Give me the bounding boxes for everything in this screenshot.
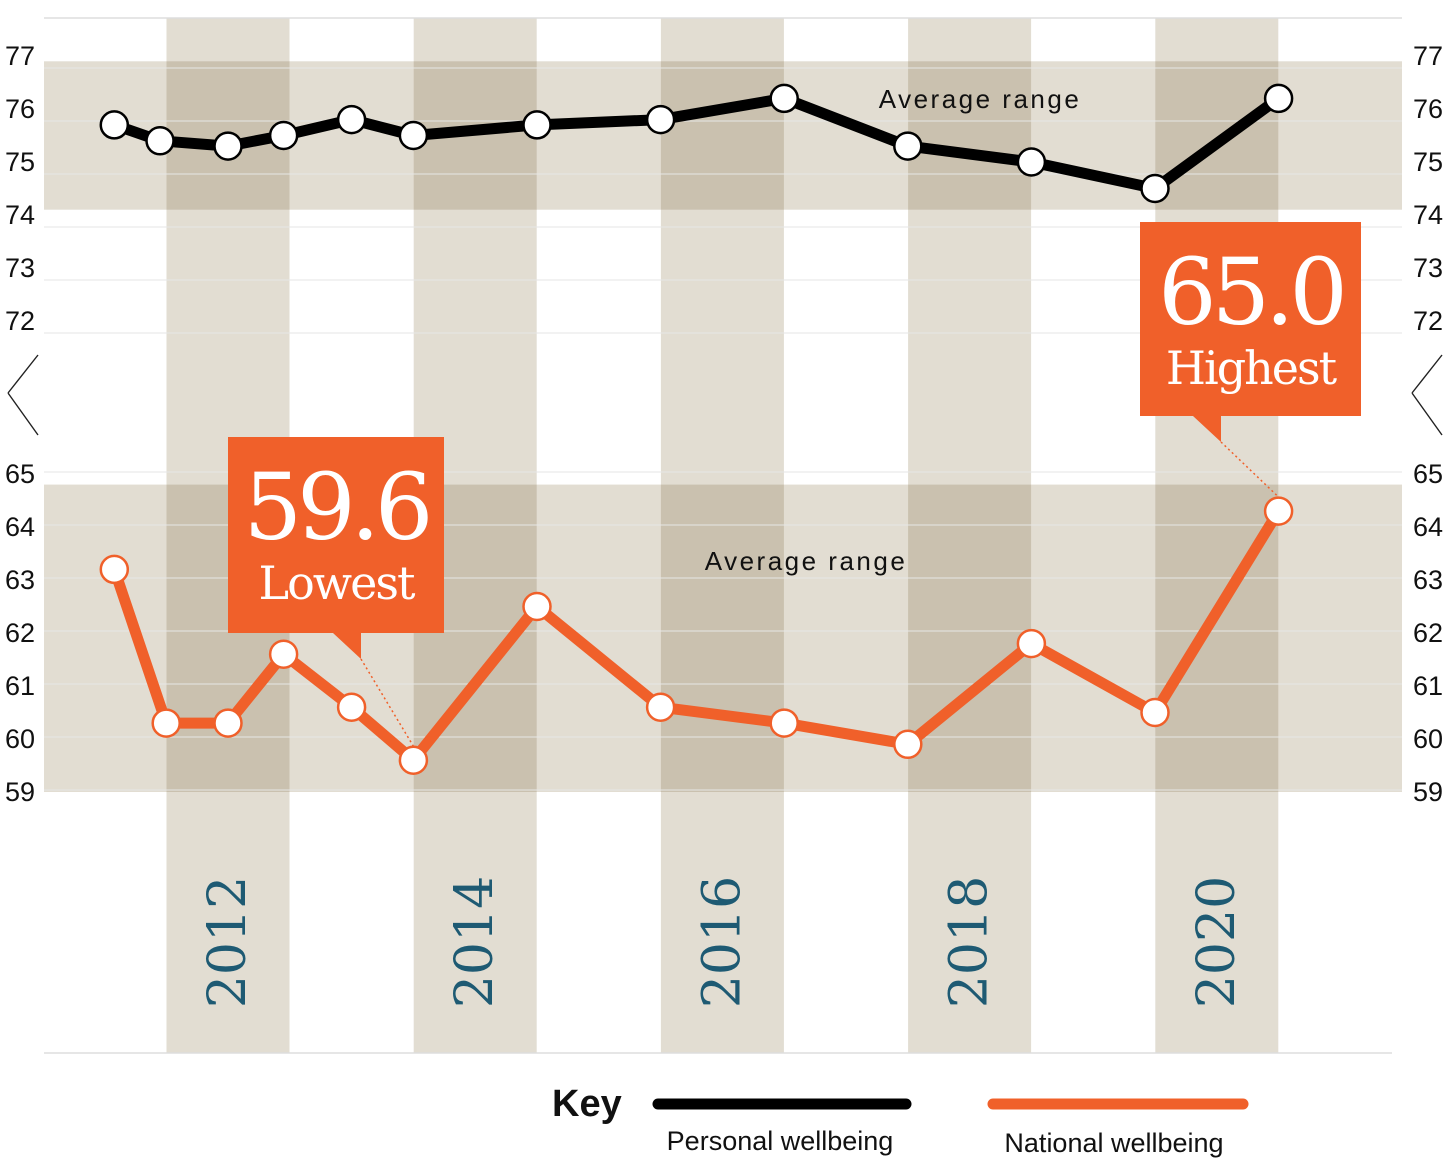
national-wellbeing-point — [99, 554, 130, 585]
national-wellbeing-point — [336, 692, 367, 722]
lowest-callout-leader — [360, 658, 415, 747]
personal-wellbeing-point — [645, 104, 676, 135]
y-tick-label-right: 62 — [1413, 618, 1443, 648]
personal-wellbeing-point — [99, 110, 130, 140]
axis-break-right — [1411, 354, 1443, 436]
x-tick-label: 2018 — [940, 876, 1000, 1008]
y-tick-label-right: 76 — [1413, 94, 1443, 124]
year-column-overlap-top-2018 — [908, 61, 1032, 210]
national-wellbeing-point — [213, 708, 243, 738]
y-axes: 2012 2014 2016 2018 2020 72 72 73 73 74 74 75 75 76 76… — [5, 41, 1443, 1008]
personal-wellbeing-point — [769, 83, 799, 114]
y-tick-label-right: 61 — [1413, 671, 1443, 701]
national-wellbeing-point — [268, 639, 299, 669]
y-tick-label-right: 65 — [1413, 459, 1443, 489]
average-range-label-top: Average range — [879, 84, 1082, 114]
y-tick-label-left: 73 — [5, 253, 35, 283]
national-wellbeing-point — [151, 708, 181, 738]
y-tick-label-right: 73 — [1413, 253, 1443, 283]
y-tick-label-right: 72 — [1413, 306, 1443, 336]
personal-wellbeing-point — [213, 131, 243, 161]
highest-callout-value: 65.0 — [1158, 239, 1343, 346]
legend-label-personal-wellbeing: Personal wellbeing — [667, 1126, 894, 1156]
lowest-callout-label: Lowest — [259, 556, 416, 610]
y-tick-label-left: 60 — [5, 724, 35, 754]
x-tick-label: 2012 — [198, 876, 258, 1008]
axis-break-left — [7, 354, 39, 436]
national-wellbeing-point — [1140, 697, 1170, 728]
y-tick-label-left: 72 — [5, 306, 35, 336]
y-tick-label-left: 75 — [5, 147, 35, 177]
personal-wellbeing-point — [268, 120, 299, 151]
personal-wellbeing-point — [398, 120, 429, 151]
highest-callout-pointer — [1193, 416, 1221, 442]
national-wellbeing-point — [398, 745, 429, 775]
y-tick-label-left: 65 — [5, 459, 35, 489]
x-tick-label: 2014 — [445, 876, 505, 1008]
national-wellbeing-point — [893, 729, 923, 760]
year-column-overlap-bottom-2020 — [1155, 484, 1279, 792]
y-tick-label-right: 75 — [1413, 147, 1443, 177]
y-tick-label-right: 59 — [1413, 777, 1443, 807]
highest-callout-box — [1140, 222, 1361, 416]
y-tick-label-right: 74 — [1413, 200, 1443, 230]
national-wellbeing-point — [769, 708, 799, 738]
y-tick-label-right: 60 — [1413, 724, 1443, 754]
personal-wellbeing-point — [1140, 173, 1170, 204]
x-tick-label: 2016 — [692, 876, 752, 1008]
y-tick-label-right: 64 — [1413, 512, 1443, 542]
year-column-overlap-bottom-2018 — [908, 484, 1032, 792]
year-column-overlap-top-2016 — [660, 61, 784, 210]
national-wellbeing-point — [645, 692, 676, 722]
y-tick-label-left: 61 — [5, 671, 35, 701]
y-tick-label-left: 74 — [5, 200, 35, 230]
highest-callout-leader — [1220, 441, 1280, 498]
legend-title: Key — [552, 1083, 622, 1125]
average-range-label-bottom: Average range — [705, 546, 908, 576]
national-wellbeing-point — [1016, 628, 1047, 659]
series-lines — [99, 83, 1294, 775]
national-wellbeing-point — [522, 591, 552, 622]
highest-callout-label: Highest — [1166, 341, 1338, 395]
y-tick-label-left: 63 — [5, 565, 35, 595]
y-tick-label-right: 63 — [1413, 565, 1443, 595]
lowest-callout-value: 59.6 — [244, 454, 429, 561]
lowest-callout-box — [228, 437, 444, 633]
personal-wellbeing-point — [1016, 147, 1047, 177]
personal-wellbeing-point — [522, 110, 552, 140]
year-bands — [44, 18, 1402, 1053]
legend: Key Personal wellbeing National wellbeing — [552, 1083, 1249, 1158]
y-tick-label-left: 64 — [5, 512, 35, 542]
national-wellbeing-point — [1263, 496, 1294, 526]
y-tick-label-right: 77 — [1413, 41, 1443, 71]
personal-wellbeing-point — [145, 126, 175, 156]
year-column-overlap-bottom-2016 — [660, 484, 784, 792]
personal-wellbeing-point — [1263, 83, 1294, 114]
y-tick-label-left: 62 — [5, 618, 35, 648]
y-tick-label-left: 77 — [5, 41, 35, 71]
lowest-callout-pointer — [333, 633, 361, 659]
y-tick-label-left: 76 — [5, 94, 35, 124]
y-tick-label-left: 59 — [5, 777, 35, 807]
year-column-overlap-top-2020 — [1155, 61, 1279, 210]
personal-wellbeing-point — [893, 131, 923, 161]
legend-label-national-wellbeing: National wellbeing — [1004, 1128, 1223, 1158]
personal-wellbeing-point — [336, 104, 367, 135]
x-tick-label: 2020 — [1187, 876, 1247, 1008]
